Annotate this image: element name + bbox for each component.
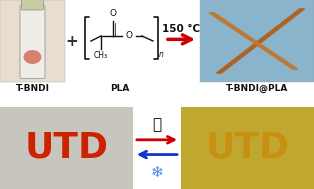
Text: UTD: UTD [24, 131, 109, 165]
Text: ❄: ❄ [151, 165, 163, 180]
Text: +: + [66, 33, 78, 49]
Text: O: O [126, 32, 133, 40]
FancyBboxPatch shape [200, 0, 314, 82]
FancyBboxPatch shape [0, 0, 65, 82]
FancyBboxPatch shape [20, 5, 45, 78]
FancyBboxPatch shape [0, 107, 133, 189]
Text: UTD: UTD [205, 131, 290, 165]
FancyBboxPatch shape [181, 107, 314, 189]
Text: PLA: PLA [110, 84, 130, 93]
Text: O: O [110, 9, 116, 18]
Text: 150 °C: 150 °C [162, 24, 201, 34]
Text: n: n [159, 50, 164, 59]
Text: CH₃: CH₃ [94, 51, 108, 60]
FancyBboxPatch shape [21, 0, 44, 10]
Text: 🔥: 🔥 [152, 118, 162, 132]
Ellipse shape [24, 50, 41, 64]
Text: T-BNDI@PLA: T-BNDI@PLA [226, 84, 288, 93]
Text: T-BNDI: T-BNDI [15, 84, 50, 93]
